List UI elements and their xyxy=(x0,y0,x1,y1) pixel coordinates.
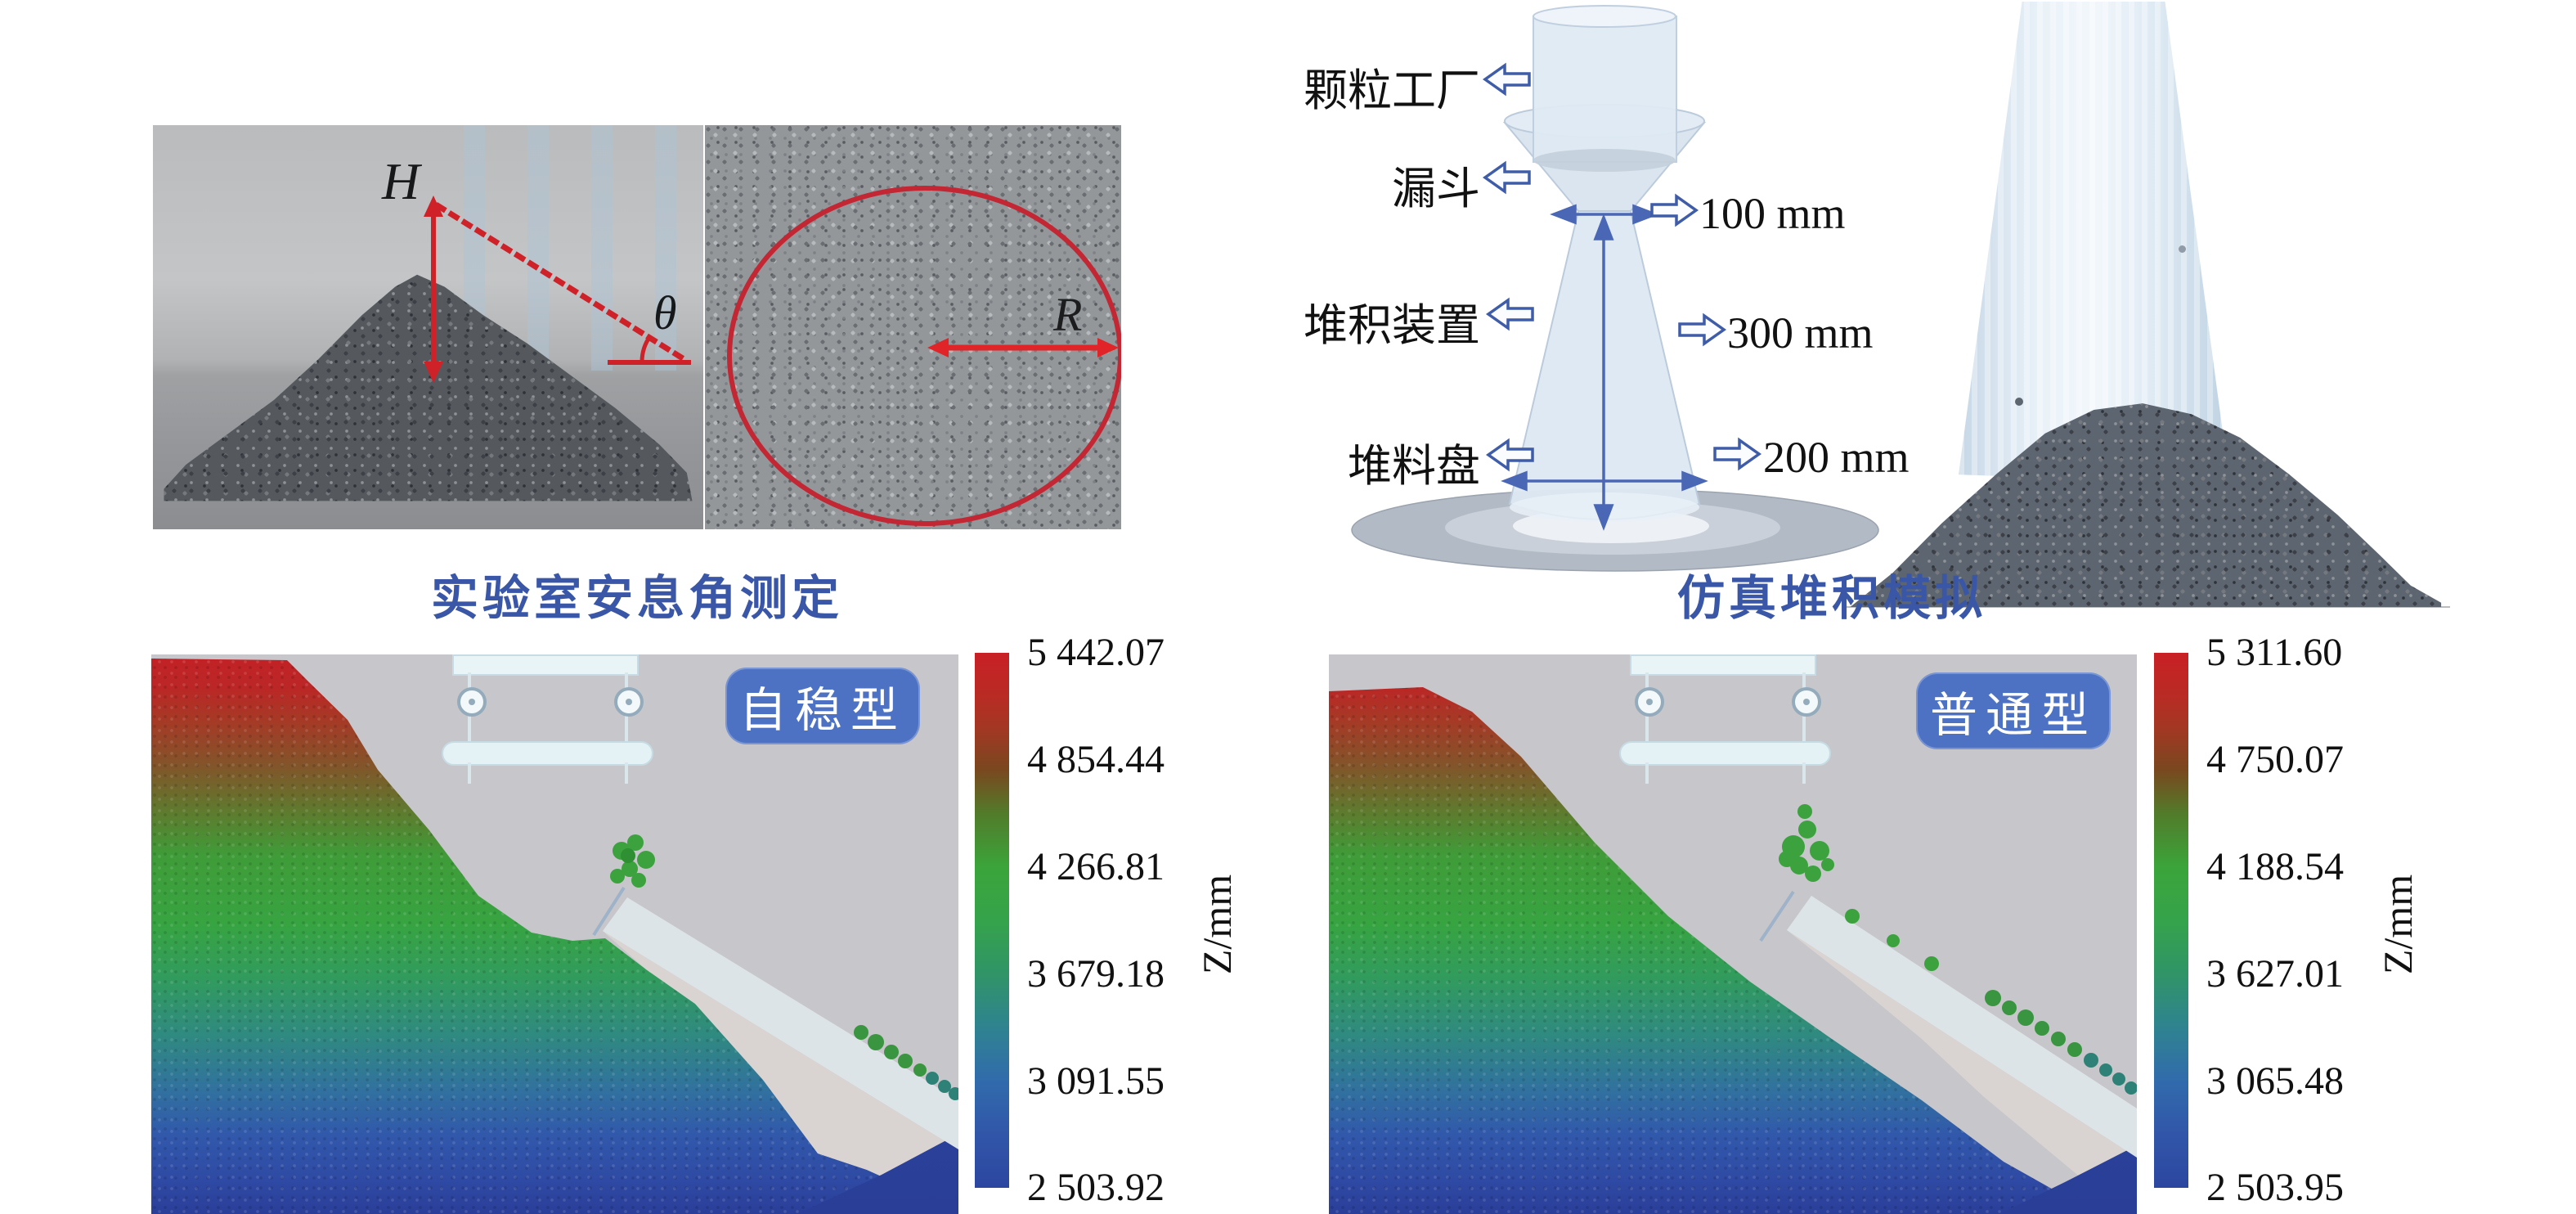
badge-ordinary: 普通型 xyxy=(1916,672,2111,749)
hanger-roller xyxy=(442,741,653,766)
top-view-photo: R xyxy=(705,125,1121,529)
simulated-cone xyxy=(1959,2,2228,479)
colorbar-right-unit: Z/mm xyxy=(2375,874,2421,975)
colorbar-right xyxy=(2154,653,2188,1188)
colorbar-left-unit: Z/mm xyxy=(1194,874,1240,975)
hanger-hook-left xyxy=(1645,762,1649,784)
hanger-hook-right xyxy=(625,762,628,784)
chute-particles xyxy=(592,834,958,1100)
colorbar-left-tick: 4 854.44 xyxy=(1027,738,1165,781)
radius-label: R xyxy=(1053,288,1083,341)
colorbar-left-tick: 5 442.07 xyxy=(1027,631,1165,674)
apparatus-diagram xyxy=(1351,5,1879,572)
colorbar-left xyxy=(975,653,1009,1188)
colorbar-right-tick: 3 627.01 xyxy=(2206,952,2344,996)
colorbar-right-tick: 4 750.07 xyxy=(2206,738,2344,781)
radius-arrow xyxy=(927,338,1119,357)
repose-circle xyxy=(727,186,1121,526)
colorbar-right-tick: 2 503.95 xyxy=(2206,1166,2344,1209)
colorbar-right-tick: 4 188.54 xyxy=(2206,845,2344,888)
heatmap-panel-ordinary: 普通型 xyxy=(1329,654,2137,1214)
colorbar-left-tick: 3 679.18 xyxy=(1027,952,1165,996)
height-label: H xyxy=(382,152,420,210)
hanger-roller xyxy=(1619,741,1831,766)
dim-outlet: 100 mm xyxy=(1699,189,1846,238)
label-stacking-plate: 堆料盘 xyxy=(1348,442,1480,491)
colorbar-left-tick: 2 503.92 xyxy=(1027,1166,1165,1209)
heatmap-panel-self-stabilizing: 自稳型 xyxy=(151,654,958,1214)
chute-particles xyxy=(1759,804,2137,1095)
pulley-right xyxy=(1792,687,1821,717)
label-funnel: 漏斗 xyxy=(1392,164,1480,214)
angle-annotation xyxy=(424,196,691,383)
dim-device-height: 300 mm xyxy=(1727,308,1874,357)
pile-stray-particle xyxy=(2015,398,2023,406)
pulley-right xyxy=(614,687,644,717)
angle-label: θ xyxy=(653,286,677,339)
dim-plate-diameter: 200 mm xyxy=(1763,433,1910,482)
caption-lab-measurement: 实验室安息角测定 xyxy=(430,572,843,625)
hanger-top-bar xyxy=(452,654,639,676)
pulley-left xyxy=(1635,687,1664,717)
hanger-wire-left xyxy=(468,672,471,783)
colorbar-right-tick: 5 311.60 xyxy=(2206,631,2343,674)
side-view-photo: H θ xyxy=(153,125,703,529)
hanger-hook-left xyxy=(468,762,471,784)
colorbar-left-tick: 4 266.81 xyxy=(1027,845,1165,888)
colorbar-left-tick: 3 091.55 xyxy=(1027,1059,1165,1103)
hanger-hook-right xyxy=(1802,762,1806,784)
badge-self-stabilizing: 自稳型 xyxy=(725,668,920,744)
hanger-wire-left xyxy=(1645,672,1649,783)
badge-ordinary-text: 普通型 xyxy=(1929,689,2097,742)
pile-baseline xyxy=(1847,606,2450,608)
hanger-wire-right xyxy=(1802,672,1806,783)
badge-self-stabilizing-text: 自稳型 xyxy=(738,684,906,737)
label-stacking-device: 堆积装置 xyxy=(1304,301,1480,350)
hanger-top-bar xyxy=(1630,654,1816,676)
colorbar-right-tick: 3 065.48 xyxy=(2206,1059,2344,1103)
cone-particle-dot xyxy=(2179,245,2186,253)
label-particle-factory: 颗粒工厂 xyxy=(1304,66,1480,115)
caption-simulation: 仿真堆积模拟 xyxy=(1676,572,1986,625)
pulley-left xyxy=(457,687,487,717)
hanger-wire-right xyxy=(625,672,628,783)
